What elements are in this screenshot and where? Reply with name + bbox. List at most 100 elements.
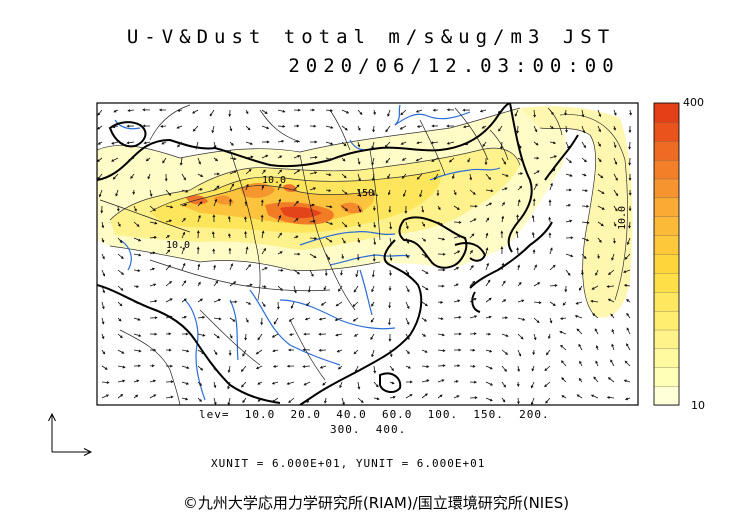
wind-arrow (485, 279, 491, 287)
wind-arrow (257, 397, 263, 402)
wind-arrow (341, 125, 348, 131)
wind-arrow (453, 205, 460, 210)
wind-arrow (628, 157, 632, 166)
wind-arrow (261, 169, 266, 175)
wind-arrow (485, 262, 489, 271)
wind-arrow (597, 253, 600, 259)
wind-arrow (177, 109, 183, 112)
wind-arrow (309, 269, 314, 277)
wind-arrow (245, 141, 253, 145)
wind-arrow (498, 125, 503, 132)
wind-arrow (437, 394, 443, 399)
wind-arrow (213, 365, 217, 371)
wind-arrow (117, 285, 124, 291)
wind-arrow (133, 205, 137, 212)
wind-arrow (325, 109, 334, 112)
wind-arrow (197, 333, 206, 337)
wind-arrow (501, 157, 506, 165)
wind-arrow (481, 125, 487, 129)
colorbar-segment (653, 178, 680, 199)
wind-arrow (302, 365, 311, 368)
wind-arrow (181, 397, 189, 401)
wind-arrow (341, 109, 350, 114)
wind-arrow (389, 365, 394, 372)
wind-arrow (357, 397, 364, 404)
wind-arrow (469, 348, 476, 352)
wind-arrow (613, 125, 617, 131)
wind-arrow (533, 264, 537, 271)
wind-arrow (437, 268, 446, 272)
wind-arrow (590, 299, 599, 303)
wind-arrow (101, 285, 106, 294)
wind-arrow (501, 187, 508, 191)
wind-arrow (165, 395, 174, 399)
wind-arrow (421, 393, 428, 399)
wind-arrow (244, 216, 247, 223)
wind-arrow (354, 365, 359, 373)
wind-arrow (593, 376, 599, 383)
wind-arrow (165, 348, 172, 352)
wind-arrow (533, 170, 540, 175)
wind-arrow (229, 198, 232, 207)
wind-arrow (213, 381, 217, 389)
wind-arrow (607, 298, 615, 303)
wind-arrow (623, 284, 631, 287)
wind-arrow (212, 248, 216, 255)
wind-arrow (388, 285, 392, 292)
wind-arrow (628, 141, 632, 150)
wind-arrow (341, 253, 344, 260)
wind-arrow (245, 264, 251, 271)
wind-arrow (117, 379, 126, 383)
wind-arrow (401, 157, 407, 161)
wind-arrow (421, 301, 428, 307)
wind-arrow (341, 173, 347, 179)
wind-arrow (197, 201, 203, 207)
wind-arrow (590, 394, 599, 399)
wind-arrow (101, 301, 105, 310)
wind-arrow (245, 317, 249, 323)
wind-arrow (628, 205, 632, 212)
wind-arrow (181, 381, 190, 385)
wind-arrow (162, 157, 167, 164)
wind-arrow (112, 125, 119, 129)
wind-arrow (257, 333, 263, 341)
wind-arrow (352, 301, 359, 307)
wind-arrow (373, 237, 377, 246)
wind-arrow (325, 189, 332, 192)
colorbar-segment (653, 272, 680, 293)
wind-arrow (149, 299, 158, 303)
wind-arrow (416, 125, 423, 128)
wind-arrow (564, 109, 568, 116)
wind-arrow (501, 397, 506, 403)
wind-arrow (434, 173, 439, 181)
wind-arrow (561, 377, 567, 383)
wind-arrow (533, 156, 540, 160)
wind-arrow (436, 189, 440, 197)
wind-arrow (405, 394, 413, 399)
wind-arrow (531, 214, 535, 223)
wind-arrow (469, 233, 475, 239)
wind-arrow (306, 301, 311, 307)
wind-arrow (244, 200, 248, 207)
wind-arrow (549, 264, 556, 271)
wind-arrow (309, 187, 317, 191)
wind-arrow (372, 253, 376, 262)
wind-arrow (485, 349, 493, 353)
wind-arrow (501, 349, 509, 355)
wind-arrow (565, 269, 571, 276)
wind-arrow (229, 281, 237, 287)
wind-arrow (303, 381, 311, 386)
wind-arrow (624, 360, 631, 367)
wind-arrow (181, 203, 188, 207)
wind-arrow (325, 205, 333, 209)
wind-arrow (437, 205, 441, 211)
contour-lines (97, 107, 628, 317)
wind-arrow (158, 108, 167, 112)
wind-arrow (277, 155, 283, 159)
wind-arrow (371, 173, 375, 182)
wind-arrow (113, 109, 119, 113)
wind-arrow (309, 140, 318, 144)
wind-arrow (405, 285, 410, 293)
wind-arrow (276, 301, 280, 310)
